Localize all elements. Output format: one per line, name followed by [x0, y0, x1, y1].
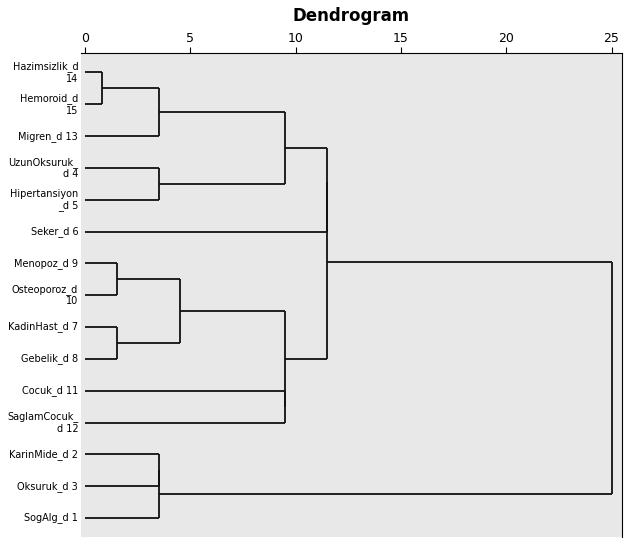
Title: Dendrogram: Dendrogram [293, 7, 410, 25]
